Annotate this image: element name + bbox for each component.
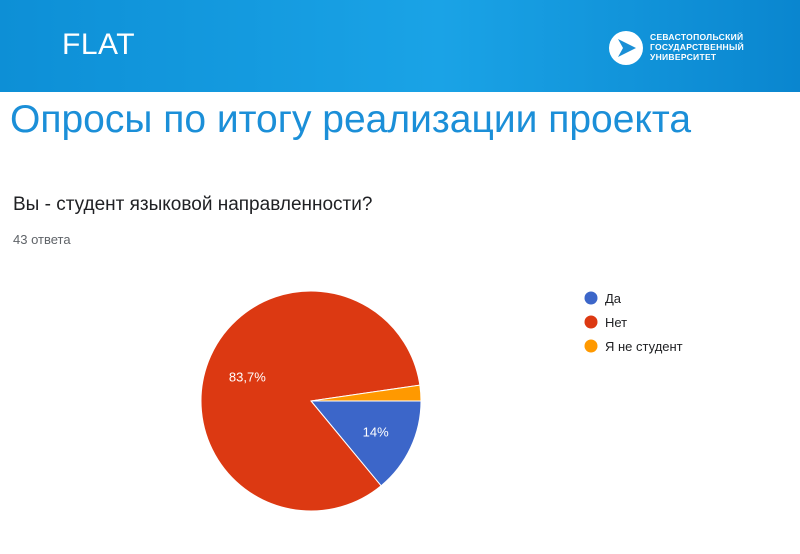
university-logo-icon (609, 31, 643, 65)
legend-swatch-1 (584, 315, 598, 329)
pie-slice-0 (309, 400, 422, 487)
university-logo-text: СЕВАСТОПОЛЬСКИЙ ГОСУДАРСТВЕННЫЙ УНИВЕРСИ… (650, 32, 744, 62)
pie-slice-1 (200, 290, 421, 512)
header-bar: FLAT СЕВАСТОПОЛЬСКИЙ ГОСУДАРСТВЕННЫЙ УНИ… (0, 0, 800, 92)
slice-label-0: 14% (363, 424, 389, 439)
survey-question: Вы - студент языковой направленности? (13, 194, 373, 215)
legend-label-1: Нет (605, 315, 627, 330)
legend-swatch-0 (584, 291, 598, 305)
slide-title: Опросы по итогу реализации проекта (10, 98, 692, 141)
response-count: 43 ответа (13, 232, 71, 247)
legend-label-0: Да (605, 291, 622, 306)
pie-slice-2 (310, 384, 422, 402)
brand-name: FLAT (62, 28, 136, 61)
legend-swatch-2 (584, 339, 598, 353)
logo-line: УНИВЕРСИТЕТ (650, 52, 717, 62)
logo-line: СЕВАСТОПОЛЬСКИЙ (650, 32, 744, 42)
logo-line: ГОСУДАРСТВЕННЫЙ (650, 42, 744, 52)
university-logo: СЕВАСТОПОЛЬСКИЙ ГОСУДАРСТВЕННЫЙ УНИВЕРСИ… (608, 28, 798, 68)
legend-label-2: Я не студент (605, 339, 683, 354)
slice-label-1: 83,7% (229, 369, 266, 384)
